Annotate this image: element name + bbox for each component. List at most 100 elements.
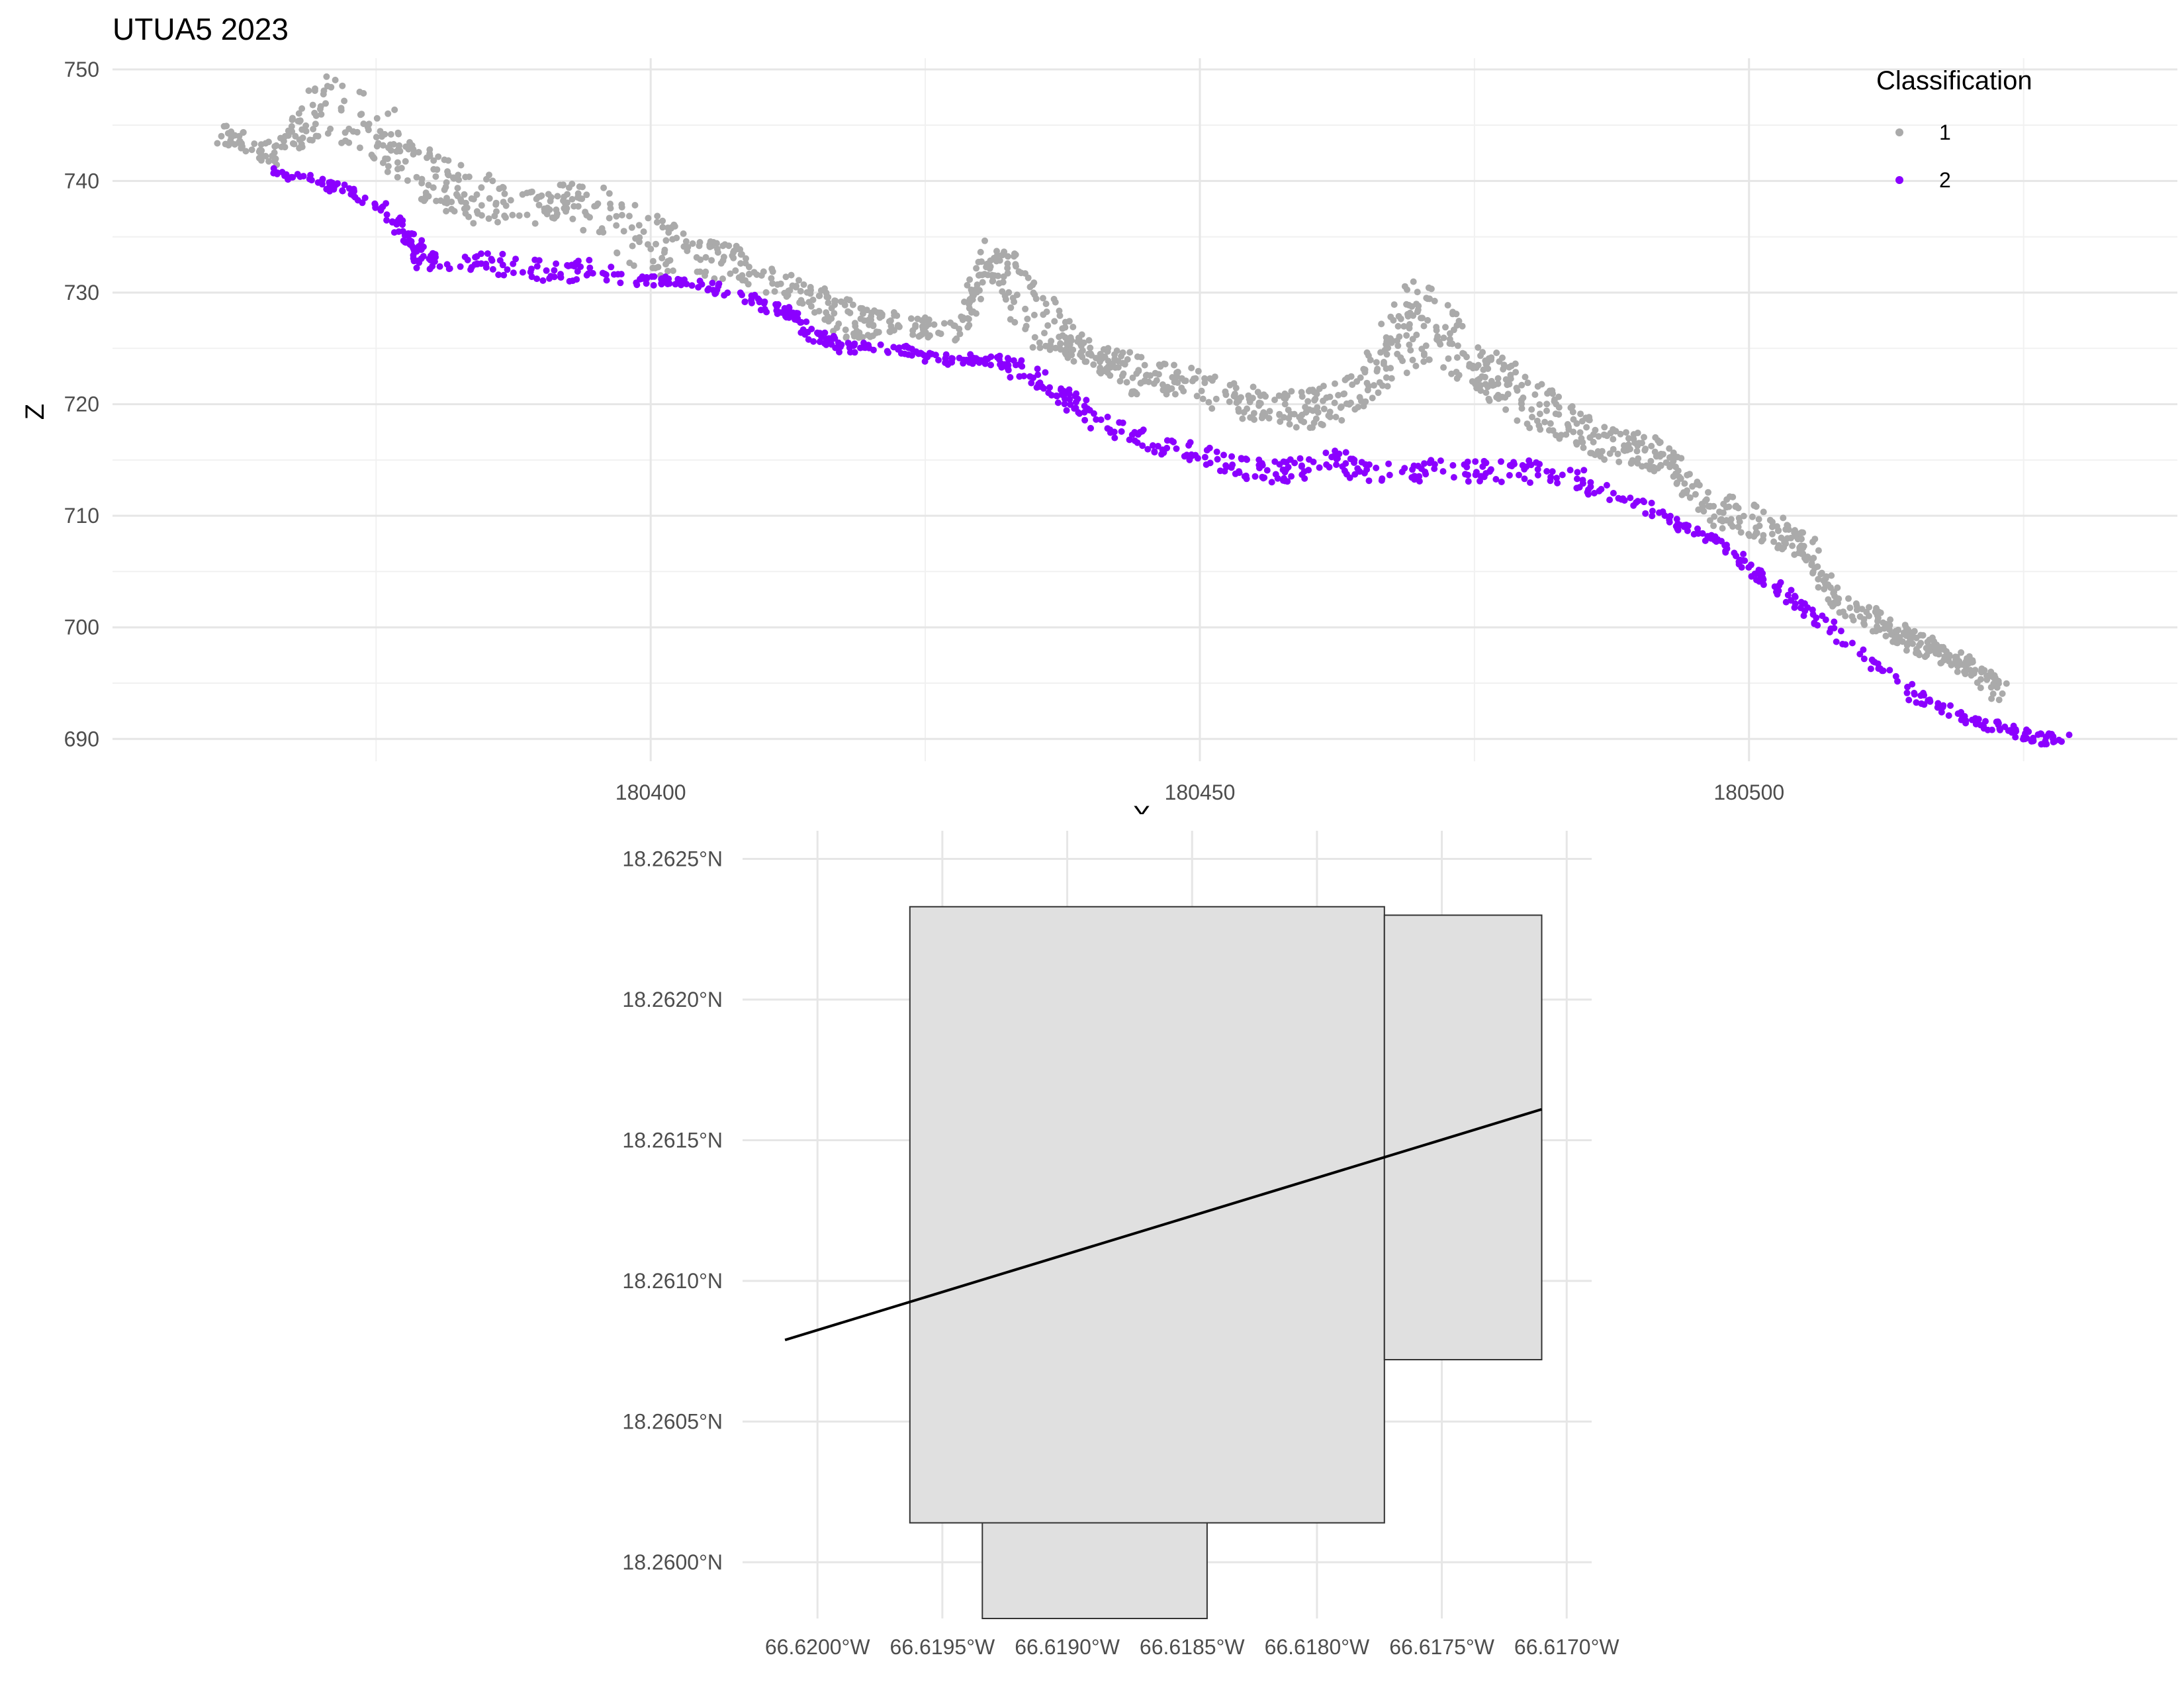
point-class-1 [999, 252, 1006, 259]
point-class-2 [2066, 731, 2073, 739]
point-class-2 [1926, 696, 1933, 704]
point-class-1 [1188, 364, 1195, 371]
map-polygons [909, 906, 1543, 1619]
point-class-1 [570, 203, 578, 210]
lat-tick-label: 18.2625°N [622, 847, 723, 871]
point-class-1 [1373, 359, 1380, 366]
point-class-2 [1016, 361, 1023, 368]
point-class-1 [1373, 367, 1381, 375]
point-class-2 [1291, 459, 1298, 467]
point-class-1 [418, 179, 426, 187]
point-class-2 [908, 352, 915, 359]
point-class-1 [1700, 508, 1707, 515]
point-class-2 [1042, 369, 1049, 376]
point-class-2 [1283, 459, 1290, 466]
point-class-2 [674, 280, 681, 287]
point-class-2 [987, 361, 994, 369]
point-class-1 [492, 201, 500, 208]
point-class-2 [756, 297, 763, 305]
point-class-1 [405, 146, 412, 153]
point-class-1 [987, 263, 994, 270]
point-class-1 [1433, 327, 1440, 334]
point-class-1 [1625, 435, 1632, 442]
point-class-1 [1512, 369, 1520, 376]
point-class-1 [973, 265, 980, 272]
point-class-1 [1070, 357, 1077, 365]
point-class-1 [1193, 393, 1201, 400]
point-class-1 [1924, 638, 1931, 645]
point-class-1 [919, 323, 926, 330]
point-class-1 [1639, 440, 1645, 447]
y-tick-label: 690 [64, 727, 99, 751]
point-class-1 [1695, 506, 1702, 513]
point-class-1 [762, 289, 770, 296]
point-class-2 [1740, 551, 1747, 557]
point-class-2 [551, 273, 558, 281]
point-class-2 [1777, 579, 1784, 586]
point-class-1 [450, 175, 457, 182]
point-class-2 [932, 352, 939, 359]
point-class-1 [922, 329, 929, 336]
point-class-1 [373, 115, 381, 122]
point-class-1 [1576, 429, 1584, 436]
point-class-2 [2005, 727, 2012, 734]
point-class-2 [1958, 709, 1965, 716]
point-class-2 [1373, 464, 1380, 471]
point-class-1 [1978, 668, 1985, 675]
point-class-1 [598, 225, 606, 232]
point-class-1 [462, 210, 469, 217]
point-class-1 [218, 132, 225, 140]
point-class-2 [1437, 457, 1444, 464]
point-class-1 [1312, 395, 1319, 402]
point-class-1 [1502, 406, 1510, 413]
point-class-2 [1422, 471, 1430, 478]
point-class-1 [1620, 447, 1627, 453]
point-class-1 [1882, 620, 1889, 628]
point-class-1 [1063, 340, 1070, 348]
point-class-1 [1414, 306, 1422, 313]
point-class-2 [1486, 468, 1493, 475]
point-class-2 [1947, 702, 1954, 709]
point-class-2 [1782, 598, 1790, 606]
point-class-2 [1297, 455, 1304, 462]
point-class-1 [509, 211, 516, 218]
point-class-1 [1440, 334, 1447, 342]
point-class-1 [894, 322, 901, 330]
x-axis-title: X [1133, 801, 1151, 814]
point-class-1 [1673, 480, 1680, 487]
point-class-2 [1272, 471, 1279, 478]
point-class-1 [1090, 361, 1097, 368]
point-class-1 [1686, 494, 1694, 501]
point-class-1 [653, 240, 659, 248]
point-class-1 [1647, 457, 1655, 465]
lon-tick-label: 66.6175°W [1389, 1635, 1494, 1659]
point-class-1 [1815, 547, 1822, 554]
point-class-1 [1044, 322, 1052, 329]
point-class-1 [1569, 403, 1576, 410]
point-class-1 [1601, 424, 1608, 431]
point-class-2 [1035, 381, 1042, 388]
point-class-1 [1499, 354, 1506, 361]
point-class-2 [1401, 465, 1408, 472]
point-class-2 [388, 218, 396, 226]
y-tick-label: 740 [64, 169, 99, 193]
point-class-1 [1536, 410, 1543, 418]
point-class-1 [1178, 375, 1185, 382]
point-class-1 [1085, 337, 1093, 344]
point-class-2 [2038, 741, 2045, 748]
point-class-2 [1903, 689, 1911, 696]
point-class-1 [978, 295, 984, 303]
point-class-2 [1980, 723, 1987, 730]
point-class-1 [743, 255, 749, 262]
point-class-1 [489, 177, 496, 185]
point-class-1 [1394, 342, 1402, 350]
point-class-1 [1895, 626, 1902, 633]
point-class-1 [1030, 311, 1038, 318]
point-class-2 [1479, 463, 1486, 470]
point-class-1 [1414, 289, 1421, 296]
point-class-1 [1126, 349, 1134, 356]
point-class-1 [394, 159, 401, 166]
point-class-1 [443, 208, 450, 214]
point-class-1 [1347, 373, 1355, 380]
point-class-1 [312, 132, 320, 140]
